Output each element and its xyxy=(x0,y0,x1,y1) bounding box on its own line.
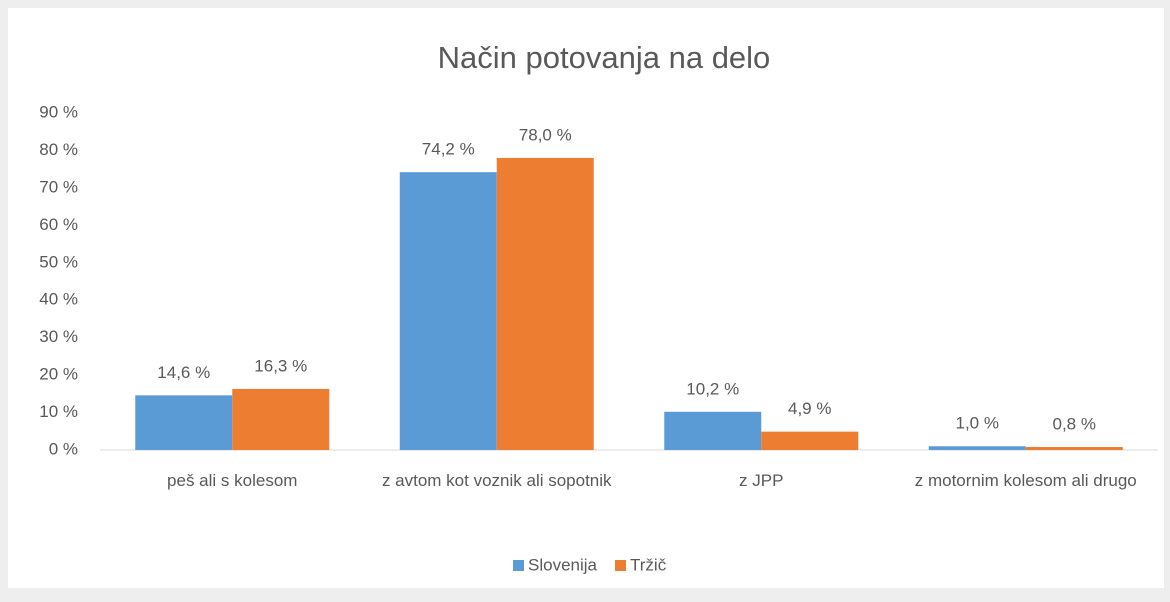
x-tick-label: z avtom kot voznik ali sopotnik xyxy=(381,471,612,490)
chart-title: Način potovanja na delo xyxy=(438,40,771,75)
value-label: 10,2 % xyxy=(686,379,739,398)
value-label: 14,6 % xyxy=(157,363,210,382)
y-tick-label: 50 % xyxy=(39,252,78,271)
legend-swatch xyxy=(615,560,626,571)
y-tick-label: 90 % xyxy=(39,102,78,121)
y-tick-label: 70 % xyxy=(39,177,78,196)
bar xyxy=(135,395,233,450)
y-tick-label: 30 % xyxy=(39,327,78,346)
bar xyxy=(399,172,497,450)
value-label: 0,8 % xyxy=(1053,414,1096,433)
chart: Način potovanja na delo 0 % 10 % 20 % 30 % 4… xyxy=(39,40,1158,574)
value-label: 78,0 % xyxy=(519,125,572,144)
bar xyxy=(232,388,330,450)
bar xyxy=(664,411,762,450)
x-tick-label: z motornim kolesom ali drugo xyxy=(914,471,1137,490)
chart-area: Način potovanja na delo 0 % 10 % 20 % 30 % 4… xyxy=(8,8,1164,588)
value-label: 4,9 % xyxy=(788,399,831,418)
value-label: 16,3 % xyxy=(254,356,307,375)
legend-label: Tržič xyxy=(630,555,667,574)
y-tick-label: 0 % xyxy=(49,439,78,458)
y-tick-label: 80 % xyxy=(39,140,78,159)
bar xyxy=(761,431,859,450)
x-tick-label: z JPP xyxy=(739,471,784,490)
x-tick-label: peš ali s kolesom xyxy=(167,471,298,490)
bar xyxy=(1025,447,1123,450)
value-label: 1,0 % xyxy=(956,414,999,433)
legend-swatch xyxy=(513,560,524,571)
y-tick-label: 60 % xyxy=(39,215,78,234)
y-tick-label: 10 % xyxy=(39,402,78,421)
bar xyxy=(496,157,594,450)
bar xyxy=(928,446,1026,450)
value-label: 74,2 % xyxy=(422,140,475,159)
y-tick-label: 20 % xyxy=(39,365,78,384)
legend-label: Slovenija xyxy=(528,555,598,574)
y-tick-label: 40 % xyxy=(39,290,78,309)
